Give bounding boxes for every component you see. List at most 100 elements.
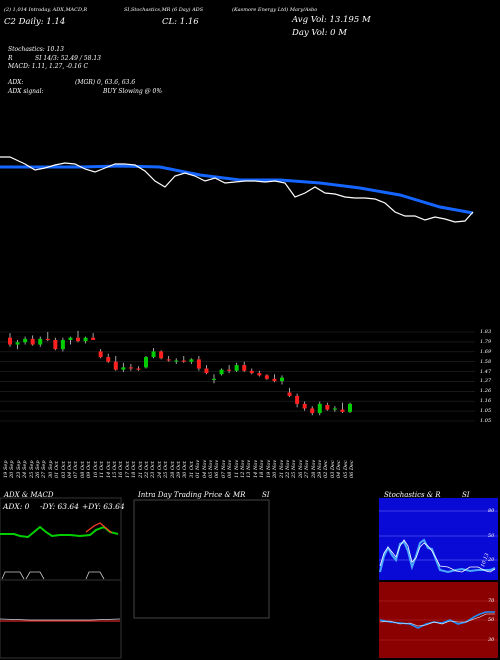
adx-frame bbox=[0, 497, 122, 659]
candle-up bbox=[189, 359, 194, 362]
candle-down bbox=[204, 368, 209, 374]
adx-value: ADX: 0 bbox=[3, 502, 30, 511]
candle-down bbox=[8, 337, 12, 345]
candle-down bbox=[287, 392, 292, 396]
candle-down bbox=[181, 360, 186, 362]
candle-down bbox=[272, 378, 277, 382]
candles-group bbox=[8, 330, 352, 416]
di-minus-value: -DY: 63.64 bbox=[40, 502, 79, 511]
price-axis-label: 1.37 bbox=[480, 378, 492, 385]
candle-down bbox=[196, 359, 201, 369]
candle-up bbox=[60, 339, 65, 350]
candle-up bbox=[219, 369, 224, 375]
rsi-readout: SI 14/3: 52.49 / 58.13 bbox=[35, 55, 101, 62]
stoch-axis-80: 80 bbox=[488, 508, 495, 514]
candle-up bbox=[144, 357, 148, 368]
stoch-panel-title: Stochastics & R bbox=[384, 491, 441, 499]
rsi-line-white bbox=[379, 613, 495, 627]
price-line bbox=[0, 156, 474, 223]
candle-down bbox=[159, 351, 164, 359]
adx-signal-readout: ADX signal: bbox=[8, 88, 44, 95]
candle-down bbox=[227, 369, 232, 371]
candle-down bbox=[249, 370, 254, 374]
rsi-axis-30: 30 bbox=[488, 637, 495, 643]
header-title-right: (Kasmore Energy Ltd) Mary/Asbo bbox=[232, 7, 318, 13]
candle-down bbox=[302, 403, 307, 409]
adx-panel-title: ADX & MACD bbox=[4, 491, 54, 499]
macd-readout: MACD: 1.11, 1.27, -0.16 C bbox=[8, 63, 89, 70]
day-vol-label: Day Vol: 0 M bbox=[292, 28, 347, 38]
adx-green-line bbox=[0, 525, 119, 539]
candle-up bbox=[234, 365, 239, 371]
adx-hump-2 bbox=[25, 571, 45, 580]
price-axis-label: 1.47 bbox=[480, 368, 492, 375]
candle-up bbox=[151, 351, 156, 358]
rsi-axis-70: 70 bbox=[488, 598, 495, 604]
r-readout: R bbox=[8, 55, 13, 62]
mgr-readout: (MGR) 0, 63.6, 63.6 bbox=[75, 79, 136, 86]
candle-down bbox=[113, 361, 118, 370]
mrp-frame bbox=[133, 499, 270, 619]
stoch-axis-20: 20 bbox=[488, 557, 495, 563]
candle-down bbox=[242, 365, 247, 371]
candle-down bbox=[76, 337, 80, 342]
stochastics-readout: Stochastics: 10.13 bbox=[8, 46, 64, 53]
adx-red-line bbox=[85, 522, 113, 534]
candle-up bbox=[38, 338, 43, 345]
adx-readout: ADX: bbox=[8, 79, 24, 86]
candle-up bbox=[68, 337, 73, 340]
candle-up bbox=[23, 338, 28, 343]
candle-down bbox=[310, 408, 315, 414]
candle-down bbox=[128, 367, 133, 369]
close-label: C2 Daily: 1.14 bbox=[4, 17, 66, 27]
candle-down bbox=[45, 338, 50, 340]
candle-up bbox=[212, 378, 216, 380]
candle-down bbox=[264, 375, 269, 379]
candle-down bbox=[340, 409, 345, 412]
mrp-panel-title: Intra Day Trading Price & MR bbox=[138, 491, 246, 499]
price-axis-label: 1.79 bbox=[480, 338, 492, 345]
candle-down bbox=[136, 368, 141, 370]
di-plus-value: +DY: 63.64 bbox=[82, 502, 125, 511]
candle-down bbox=[106, 357, 111, 362]
price-axis-label: 1.16 bbox=[480, 398, 492, 405]
candle-down bbox=[166, 359, 171, 361]
candle-up bbox=[332, 408, 337, 410]
price-axis-label: 1.83 bbox=[480, 329, 492, 335]
adx-hump-1 bbox=[1, 571, 25, 580]
rsi-axis-50: 50 bbox=[488, 617, 495, 623]
candle-down bbox=[257, 373, 262, 376]
adx-macd-panel: ADX & MACD bbox=[0, 488, 123, 660]
main-price-chart bbox=[0, 156, 475, 422]
candle-up bbox=[121, 367, 126, 370]
price-axis-label: 1.58 bbox=[480, 358, 492, 365]
price-axis-label: 1.05 bbox=[480, 418, 492, 424]
header-title-mid2: (6 Day) ADS bbox=[172, 7, 204, 13]
price-axis-label: 1.26 bbox=[480, 388, 492, 395]
mrp-panel-suffix: SI bbox=[262, 491, 270, 499]
candle-down bbox=[53, 339, 58, 350]
candle-down bbox=[295, 395, 300, 404]
price-axis-label: 1.69 bbox=[480, 348, 492, 355]
avg-vol-label: Avg Vol: 13.195 M bbox=[292, 15, 371, 25]
candle-down bbox=[30, 338, 35, 345]
cl-label: CL: 1.16 bbox=[162, 17, 199, 27]
buy-slowing-readout: BUY Slowing @ 0% bbox=[103, 88, 163, 95]
candle-up bbox=[317, 403, 322, 414]
adx-hump-3 bbox=[85, 571, 105, 580]
candle-down bbox=[325, 405, 330, 410]
candle-up bbox=[15, 342, 20, 345]
candle-up bbox=[83, 337, 88, 342]
candle-down bbox=[91, 337, 96, 340]
stoch-panel-suffix: SI bbox=[462, 491, 470, 499]
header-title-left: (2) 1,014 Intraday, ADX,MACD,R bbox=[4, 7, 88, 13]
stoch-axis-50: 50 bbox=[488, 533, 495, 539]
candle-up bbox=[174, 360, 179, 362]
candle-down bbox=[98, 351, 103, 358]
candle-up bbox=[280, 377, 284, 382]
candle-up bbox=[348, 403, 352, 412]
price-axis-label: 1.05 bbox=[480, 408, 492, 415]
header-title-mid: SI,Stochastics,MR bbox=[124, 7, 171, 13]
stoch-d-line bbox=[379, 539, 496, 573]
